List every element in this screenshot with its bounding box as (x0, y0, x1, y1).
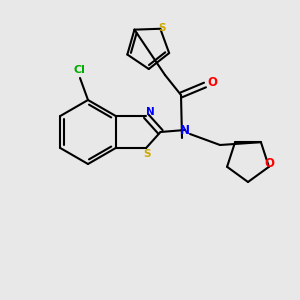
Text: S: S (159, 23, 166, 33)
Text: N: N (146, 107, 154, 117)
Text: O: O (264, 157, 274, 170)
Text: N: N (180, 124, 190, 136)
Text: Cl: Cl (73, 65, 85, 75)
Text: S: S (143, 149, 151, 159)
Text: O: O (207, 76, 217, 89)
